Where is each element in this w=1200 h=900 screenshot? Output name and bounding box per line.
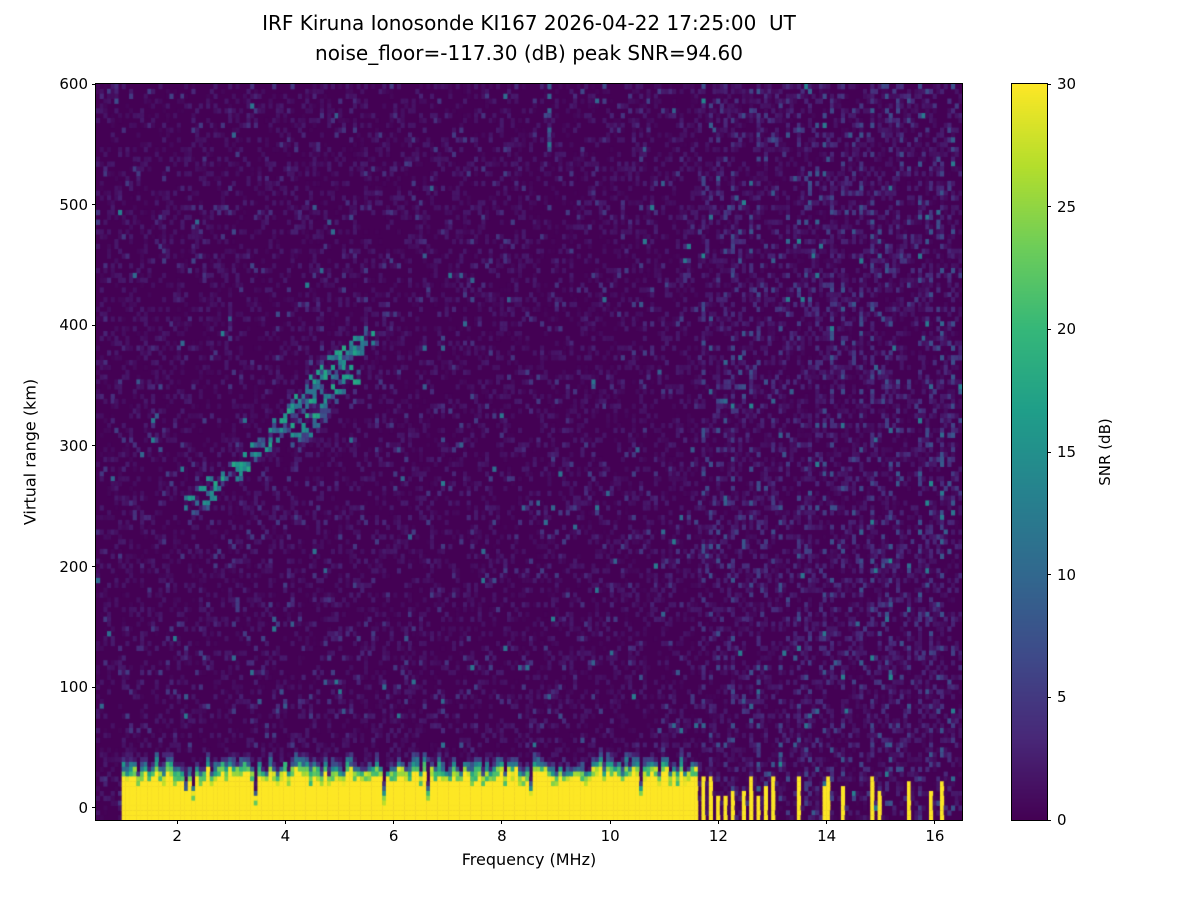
y-tick-mark (92, 566, 96, 568)
x-tick-mark (393, 820, 395, 824)
x-tick-label: 8 (497, 827, 507, 845)
colorbar-tick-label: 20 (1057, 320, 1077, 339)
colorbar (1011, 83, 1048, 821)
x-tick-label: 4 (280, 827, 291, 845)
colorbar-tick-label: 30 (1057, 75, 1077, 93)
colorbar-tick-mark (1047, 206, 1051, 208)
colorbar-label: SNR (dB) (1096, 418, 1114, 486)
y-tick-mark (92, 445, 96, 447)
colorbar-tick-label: 25 (1057, 197, 1077, 216)
x-tick-mark (501, 820, 503, 824)
y-tick-mark (92, 807, 96, 809)
y-tick-label: 600 (59, 75, 88, 93)
x-tick-mark (826, 820, 828, 824)
y-tick-label: 300 (59, 436, 88, 455)
y-tick-label: 400 (59, 316, 88, 335)
y-tick-label: 500 (59, 195, 88, 214)
chart-title-line1: IRF Kiruna Ionosonde KI167 2026-04-22 17… (262, 11, 796, 35)
x-tick-mark (176, 820, 178, 824)
chart-title-line2: noise_floor=-117.30 (dB) peak SNR=94.60 (315, 41, 743, 65)
x-tick-label: 6 (388, 827, 399, 845)
y-tick-mark (92, 324, 96, 326)
colorbar-tick-mark (1047, 451, 1051, 453)
y-tick-mark (92, 83, 96, 85)
colorbar-tick-label: 0 (1057, 811, 1067, 829)
colorbar-tick-label: 15 (1057, 443, 1077, 461)
colorbar-tick-mark (1047, 696, 1051, 698)
ionogram-heatmap (95, 83, 963, 821)
y-tick-label: 200 (59, 557, 88, 576)
x-tick-label: 2 (172, 827, 182, 845)
colorbar-tick-label: 5 (1057, 688, 1067, 707)
x-tick-label: 16 (925, 827, 945, 845)
x-tick-mark (934, 820, 936, 824)
y-tick-mark (92, 204, 96, 206)
x-tick-label: 14 (817, 827, 837, 845)
y-tick-mark (92, 686, 96, 688)
y-tick-label: 100 (59, 678, 88, 697)
colorbar-tick-mark (1047, 574, 1051, 576)
x-tick-mark (717, 820, 719, 824)
x-tick-mark (609, 820, 611, 824)
colorbar-tick-mark (1047, 819, 1051, 821)
colorbar-tick-label: 10 (1057, 565, 1077, 584)
y-tick-label: 0 (78, 798, 88, 817)
chart-title: IRF Kiruna Ionosonde KI167 2026-04-22 17… (96, 8, 962, 68)
colorbar-tick-mark (1047, 328, 1051, 330)
x-tick-mark (284, 820, 286, 824)
x-tick-label: 10 (600, 827, 620, 845)
colorbar-tick-mark (1047, 83, 1051, 85)
x-axis-label: Frequency (MHz) (461, 850, 597, 869)
y-axis-label: Virtual range (km) (20, 378, 40, 526)
x-tick-label: 12 (708, 827, 728, 845)
